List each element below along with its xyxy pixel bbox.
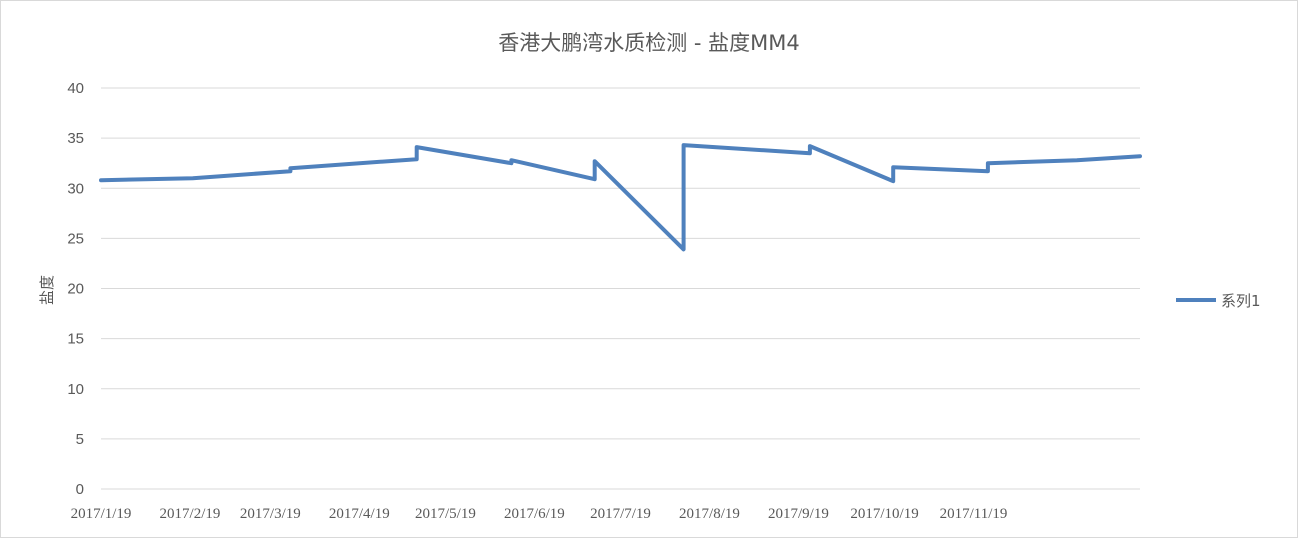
x-tick-label: 2017/1/19 xyxy=(71,506,132,522)
x-tick-label: 2017/8/19 xyxy=(679,506,740,522)
y-tick-label: 30 xyxy=(67,180,84,197)
x-tick-label: 2017/11/19 xyxy=(940,506,1008,522)
x-tick-label: 2017/10/19 xyxy=(850,506,918,522)
y-axis-label: 盐度 xyxy=(38,275,56,305)
x-tick-label: 2017/4/19 xyxy=(329,506,390,522)
x-tick-label: 2017/6/19 xyxy=(504,506,565,522)
y-tick-label: 5 xyxy=(76,431,84,448)
y-axis-ticks: 0 5 10 15 20 25 30 35 40 xyxy=(67,80,84,498)
y-tick-label: 20 xyxy=(67,281,84,298)
x-tick-label: 2017/7/19 xyxy=(590,506,651,522)
series-line[interactable] xyxy=(99,143,1142,252)
x-tick-label: 2017/9/19 xyxy=(768,506,829,522)
x-tick-label: 2017/3/19 xyxy=(240,506,301,522)
chart-title: 香港大鹏湾水质检测 - 盐度MM4 xyxy=(498,31,800,55)
y-tick-label: 25 xyxy=(67,230,84,247)
y-tick-label: 40 xyxy=(67,80,84,97)
y-tick-label: 35 xyxy=(67,130,84,147)
y-tick-label: 10 xyxy=(67,381,84,398)
legend[interactable]: 系列1 xyxy=(1176,292,1261,310)
series-group xyxy=(99,143,1142,252)
y-tick-label: 15 xyxy=(67,331,84,348)
x-axis-ticks: 2017/1/19 2017/2/19 2017/3/19 2017/4/19 2017… xyxy=(71,506,1008,522)
gridlines xyxy=(101,87,1140,490)
x-tick-label: 2017/5/19 xyxy=(415,506,476,522)
legend-label: 系列1 xyxy=(1221,292,1261,310)
x-tick-label: 2017/2/19 xyxy=(160,506,221,522)
y-tick-label: 0 xyxy=(76,481,84,498)
